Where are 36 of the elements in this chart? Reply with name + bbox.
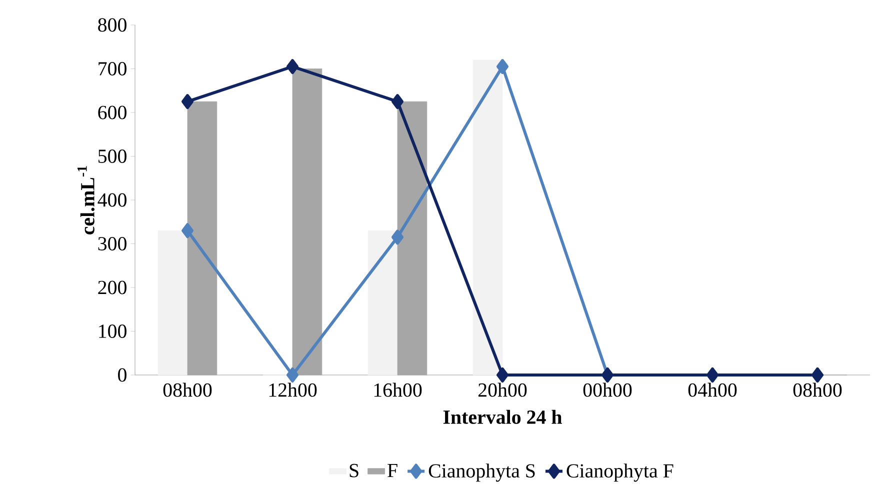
point <box>392 230 404 245</box>
y-tick-label: 600 <box>98 106 126 120</box>
bar <box>397 101 428 376</box>
bar <box>368 230 398 376</box>
legend-label: S <box>350 464 358 478</box>
x-tick-label: 20h00 <box>478 382 527 397</box>
bar <box>292 68 322 376</box>
point <box>496 368 508 382</box>
y-axis-title: cel.mL$^{-1}$ <box>78 166 94 234</box>
x-tick-label: 04h00 <box>688 382 737 397</box>
bar <box>158 230 188 376</box>
y-tick-label: 200 <box>98 280 126 294</box>
point <box>286 368 298 382</box>
point <box>496 59 508 74</box>
x-tick-label: 08h00 <box>793 382 842 397</box>
x-tick-label: 00h00 <box>583 382 632 397</box>
bar <box>187 101 218 376</box>
point <box>182 94 194 110</box>
y-tick-label: 300 <box>98 237 126 250</box>
point <box>286 59 298 74</box>
x-tick-label: 08h00 <box>163 382 212 397</box>
bar <box>472 60 503 376</box>
x-tick-label: 16h00 <box>374 382 422 397</box>
y-tick-label: 0 <box>118 368 126 382</box>
y-tick-label: 800 <box>98 18 126 32</box>
y-tick-label: 400 <box>98 193 126 207</box>
legend-label: Cianophyta S <box>428 464 535 482</box>
x-tick-label: 12h00 <box>269 382 317 397</box>
legend-label: F <box>388 464 398 478</box>
legend-label: Cianophyta F <box>566 464 674 482</box>
point <box>182 223 194 238</box>
y-tick-label: 100 <box>99 324 126 338</box>
y-tick-label: 700 <box>98 62 126 76</box>
point <box>392 94 404 110</box>
x-axis-title: Intervalo 24 h <box>443 410 562 424</box>
y-tick-label: 500 <box>98 150 126 163</box>
